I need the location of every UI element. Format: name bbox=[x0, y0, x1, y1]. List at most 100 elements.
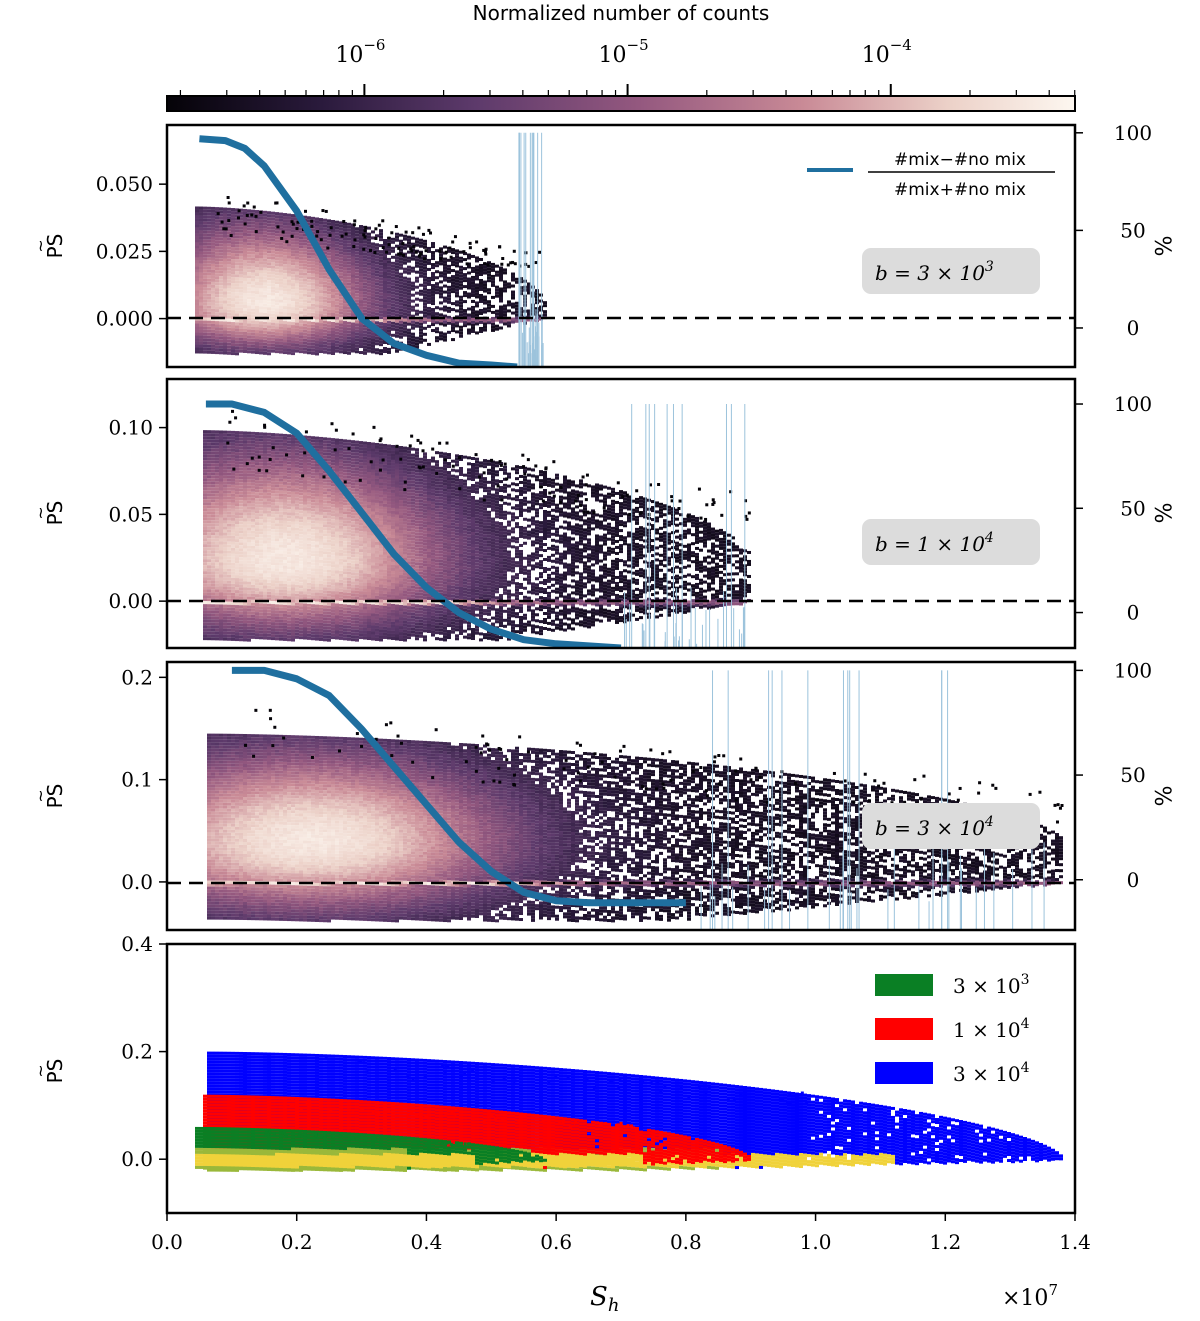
heatmap-cell bbox=[219, 553, 223, 557]
heatmap-cell bbox=[251, 344, 255, 348]
heatmap-cell bbox=[283, 583, 287, 587]
heatmap-cell bbox=[223, 499, 227, 503]
heatmap-cell bbox=[267, 522, 271, 526]
heatmap-cell bbox=[395, 322, 399, 326]
heatmap-cell bbox=[227, 508, 231, 512]
heatmap-cell bbox=[235, 623, 239, 627]
heatmap-cell bbox=[203, 272, 207, 276]
heatmap-cell bbox=[311, 294, 315, 298]
heatmap-cell bbox=[283, 589, 287, 593]
heatmap-cell bbox=[343, 309, 347, 313]
heatmap-cell bbox=[227, 300, 231, 304]
heatmap-cell bbox=[231, 580, 235, 584]
heatmap-cell bbox=[287, 545, 291, 549]
heatmap-cell bbox=[331, 336, 335, 340]
heatmap-cell bbox=[275, 433, 279, 437]
heatmap-cell bbox=[223, 568, 227, 572]
heatmap-cell bbox=[219, 610, 223, 614]
heatmap-cell bbox=[271, 265, 275, 269]
heatmap-cell bbox=[499, 326, 503, 330]
heatmap-cell bbox=[271, 223, 275, 227]
heatmap-cell bbox=[223, 565, 227, 569]
heatmap-cell bbox=[303, 323, 307, 327]
heatmap-cell bbox=[227, 297, 231, 301]
heatmap-cell bbox=[295, 503, 299, 507]
heatmap-cell bbox=[287, 557, 291, 561]
heatmap-cell bbox=[287, 560, 291, 564]
heatmap-cell bbox=[311, 312, 315, 316]
heatmap-cell bbox=[271, 253, 275, 257]
heatmap-cell bbox=[255, 456, 259, 460]
heatmap-cell bbox=[231, 259, 235, 263]
heatmap-cell bbox=[367, 301, 371, 305]
heatmap-cell bbox=[535, 292, 539, 296]
heatmap-cell bbox=[211, 592, 215, 596]
heatmap-cell bbox=[199, 245, 203, 249]
heatmap-cell bbox=[259, 624, 263, 628]
heatmap-cell bbox=[251, 461, 255, 465]
heatmap-cell bbox=[291, 626, 295, 630]
heatmap-cell bbox=[255, 300, 259, 304]
heatmap-cell bbox=[251, 326, 255, 330]
heatmap-cell bbox=[235, 334, 239, 338]
heatmap-cell bbox=[295, 566, 299, 570]
heatmap-cell bbox=[527, 291, 531, 295]
heatmap-cell bbox=[327, 276, 331, 280]
heatmap-cell bbox=[227, 255, 231, 259]
heatmap-cell bbox=[235, 605, 239, 609]
heatmap-cell bbox=[235, 461, 239, 465]
heatmap-cell bbox=[351, 349, 355, 353]
heatmap-cell bbox=[355, 275, 359, 279]
heatmap-cell bbox=[283, 306, 287, 310]
heatmap-cell bbox=[279, 595, 283, 599]
heatmap-cell bbox=[203, 496, 207, 500]
heatmap-cell bbox=[431, 290, 435, 294]
heatmap-cell bbox=[251, 560, 255, 564]
heatmap-cell bbox=[283, 457, 287, 461]
heatmap-cell bbox=[295, 310, 299, 314]
heatmap-cell bbox=[255, 621, 259, 625]
heatmap-cell bbox=[299, 573, 303, 577]
heatmap-cell bbox=[287, 252, 291, 256]
heatmap-cell bbox=[215, 231, 219, 235]
heatmap-cell bbox=[223, 279, 227, 283]
heatmap-cell bbox=[279, 248, 283, 252]
heatmap-cell bbox=[275, 287, 279, 291]
heatmap-cell bbox=[411, 335, 415, 339]
heatmap-cell bbox=[259, 546, 263, 550]
heatmap-cell bbox=[359, 273, 363, 277]
heatmap-cell bbox=[255, 468, 259, 472]
heatmap-cell bbox=[279, 218, 283, 222]
heatmap-cell bbox=[291, 563, 295, 567]
heatmap-cell bbox=[207, 475, 211, 479]
heatmap-cell bbox=[207, 496, 211, 500]
heatmap-cell bbox=[199, 257, 203, 261]
heatmap-cell bbox=[243, 232, 247, 236]
heatmap-cell bbox=[263, 456, 267, 460]
heatmap-cell bbox=[207, 332, 211, 336]
heatmap-cell bbox=[267, 289, 271, 293]
heatmap-cell bbox=[483, 295, 487, 299]
heatmap-cell bbox=[263, 459, 267, 463]
heatmap-cell bbox=[223, 336, 227, 340]
heatmap-cell bbox=[235, 337, 239, 341]
heatmap-cell bbox=[359, 246, 363, 250]
heatmap-cell bbox=[399, 314, 403, 318]
heatmap-cell bbox=[243, 611, 247, 615]
heatmap-cell bbox=[215, 315, 219, 319]
heatmap-cell bbox=[235, 548, 239, 552]
heatmap-cell bbox=[355, 299, 359, 303]
heatmap-cell bbox=[235, 452, 239, 456]
heatmap-cell bbox=[255, 477, 259, 481]
heatmap-cell bbox=[443, 296, 447, 300]
heatmap-cell bbox=[491, 283, 495, 287]
heatmap-cell bbox=[235, 614, 239, 618]
heatmap-cell bbox=[415, 240, 419, 244]
heatmap-cell bbox=[227, 586, 231, 590]
heatmap-cell bbox=[291, 322, 295, 326]
heatmap-cell bbox=[231, 322, 235, 326]
heatmap-cell bbox=[271, 250, 275, 254]
heatmap-cell bbox=[259, 591, 263, 595]
heatmap-cell bbox=[211, 224, 215, 228]
heatmap-cell bbox=[315, 325, 319, 329]
